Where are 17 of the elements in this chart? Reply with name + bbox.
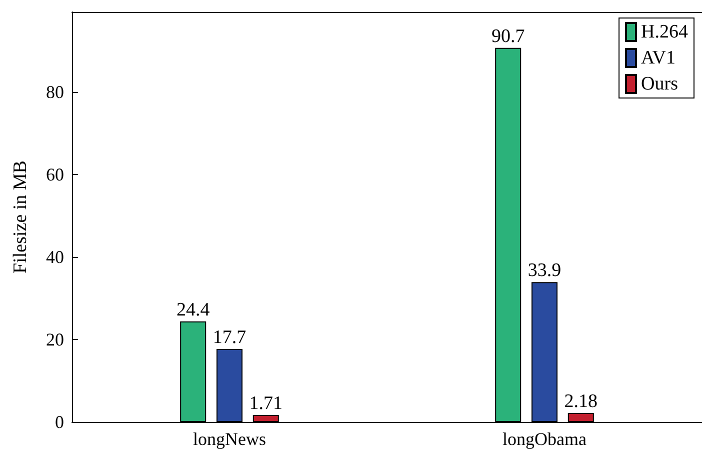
y-axis-title: Filesize in MB [10,160,31,274]
legend-label: AV1 [641,48,676,68]
data-label: 90.7 [491,26,525,47]
legend-label: H.264 [641,22,688,42]
y-tick-label: 20 [46,330,64,350]
data-label: 2.18 [564,391,598,412]
data-label: 33.9 [528,260,562,282]
x-tick-label: longNews [193,429,266,449]
y-tick-label: 0 [55,412,64,432]
data-label: 24.4 [176,299,210,320]
y-tick-label: 80 [46,82,64,102]
data-label: 17.7 [212,326,246,348]
legend-label: Ours [641,74,678,94]
x-tick-label: longObama [502,429,586,449]
y-tick-label: 40 [46,247,64,268]
data-label: 1.71 [249,392,283,414]
y-tick-label: 60 [46,164,64,185]
